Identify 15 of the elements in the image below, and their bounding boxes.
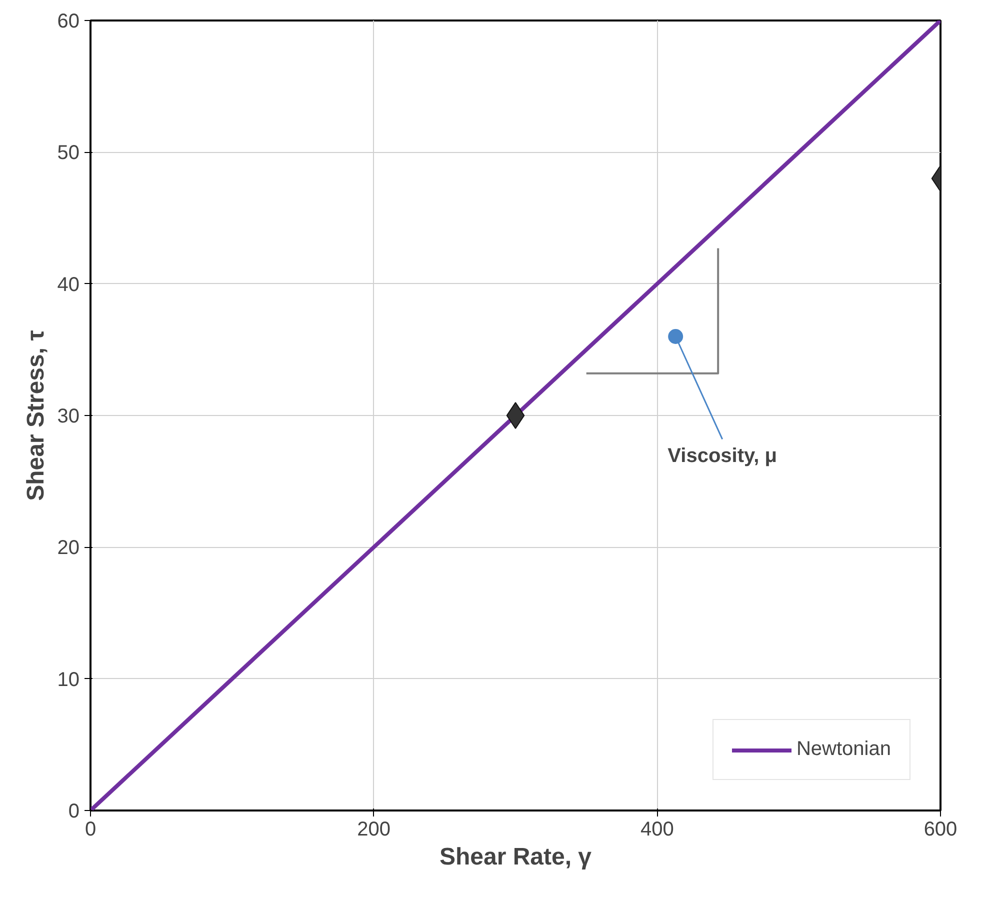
x-tick-label: 200 — [357, 818, 391, 840]
y-tick-label: 40 — [57, 274, 80, 296]
x-tick-label: 600 — [924, 818, 958, 840]
y-tick-label: 20 — [57, 537, 80, 560]
y-axis-title: Shear Stress, τ — [22, 330, 50, 501]
y-tick-label: 0 — [68, 800, 80, 822]
y-tick-label: 50 — [57, 142, 80, 164]
y-tick-label: 10 — [57, 668, 80, 691]
legend-label: Newtonian — [796, 738, 891, 761]
y-tick-label: 30 — [57, 406, 80, 428]
y-tick-label: 60 — [57, 10, 80, 32]
x-tick-label: 0 — [84, 818, 96, 840]
x-axis-title: Shear Rate, γ — [439, 844, 592, 870]
x-tick-label: 400 — [640, 818, 674, 840]
annotation: Viscosity, μ — [668, 445, 777, 468]
